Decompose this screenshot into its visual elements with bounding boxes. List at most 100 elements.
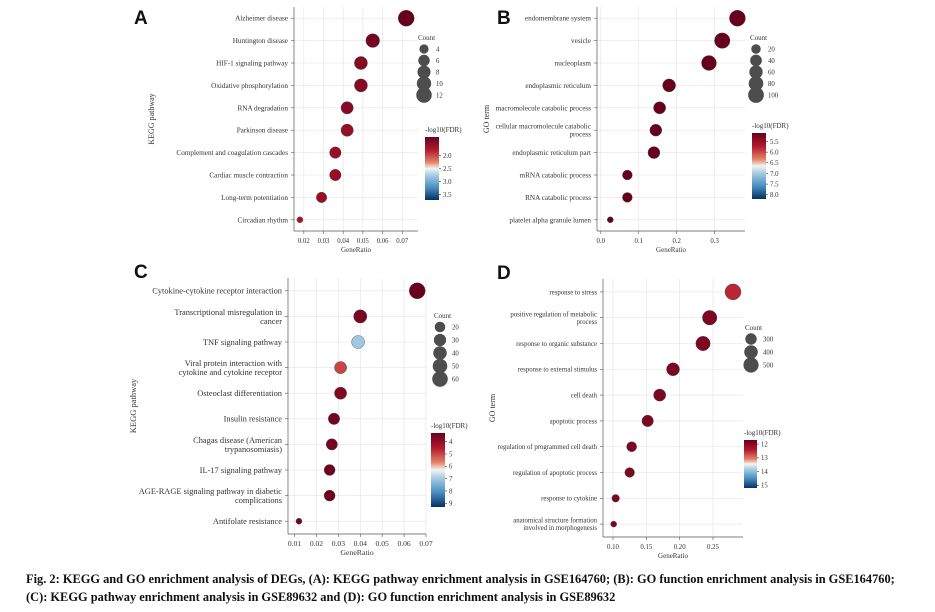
x-tick-label: 0.1 <box>634 238 643 245</box>
count-legend-label: 8 <box>436 69 440 76</box>
y-tick-label-line: vesicle <box>571 37 591 45</box>
data-point <box>323 464 336 476</box>
color-bar-label: 7.0 <box>770 171 779 178</box>
data-point <box>340 101 354 115</box>
data-point <box>334 361 347 374</box>
y-tick-label-line: Complement and coagulation cascades <box>176 149 288 157</box>
y-tick-label-line: cancer <box>260 317 282 326</box>
panel-letter-b: B <box>497 8 511 29</box>
y-tick-label-line: endoplasmic reticulum <box>525 82 591 90</box>
x-tick-label: 0.04 <box>337 238 349 245</box>
y-tick-label: RNA degradation <box>237 104 288 112</box>
y-tick-label: endoplasmic reticulum <box>525 82 591 90</box>
y-tick-label: cellular macromolecule catabolic process <box>496 123 592 139</box>
y-tick-label-line: Cytokine-cytokine receptor interaction <box>152 287 283 296</box>
x-tick-label: 0.04 <box>354 539 367 548</box>
data-point <box>611 494 620 503</box>
data-point <box>653 101 666 115</box>
y-tick-label-line: IL-17 signaling pathway <box>200 466 283 475</box>
color-bar-label: 9 <box>449 501 453 508</box>
y-tick-label: cell death <box>571 392 598 399</box>
y-tick-label: Circadian rhythm <box>238 216 289 224</box>
y-tick-label-line: nucleoplasm <box>555 60 592 68</box>
count-legend-circle <box>743 357 759 373</box>
y-tick-label-line: response to organic substance <box>516 341 597 348</box>
y-tick-label-line: Parkinson disease <box>237 127 288 135</box>
y-tick-label: endomembrane system <box>525 15 591 23</box>
x-tick-label: 0.20 <box>674 544 686 551</box>
y-tick-label: Transcriptional misregulation in cancer <box>174 308 282 326</box>
count-legend-label: 10 <box>436 81 443 88</box>
count-legend-circle <box>434 321 446 333</box>
count-legend-label: 4 <box>436 46 440 53</box>
y-tick-label: Long-term potentiation <box>221 194 288 202</box>
data-point <box>666 362 680 376</box>
data-point <box>607 216 614 224</box>
y-tick-label-line: positive regulation of metabolic <box>510 311 597 318</box>
y-tick-label: TNF signaling pathway <box>203 338 283 347</box>
count-legend-label: 6 <box>436 58 440 65</box>
y-tick-label-line: Cardiac muscle contraction <box>209 172 288 180</box>
y-axis-title: GO term <box>482 104 491 133</box>
y-tick-label-line: Antifolate resistance <box>213 517 282 526</box>
y-tick-label: regulation of programmed cell death <box>498 444 598 451</box>
count-legend-circle <box>432 371 448 387</box>
count-legend-circle <box>433 346 447 360</box>
y-tick-label-line: endoplasmic reticulum part <box>512 149 591 157</box>
data-point <box>622 192 633 203</box>
count-legend-label: 400 <box>763 349 774 356</box>
y-tick-label: HIF-1 signaling pathway <box>216 60 288 68</box>
count-legend-title: Count <box>745 324 762 332</box>
y-tick-label: Insulin resistance <box>224 415 283 424</box>
y-tick-label-line: apoptotic process <box>550 418 598 425</box>
y-tick-label: Antifolate resistance <box>213 517 282 526</box>
y-tick-label-line: TNF signaling pathway <box>203 338 283 347</box>
count-legend-label: 30 <box>452 337 459 344</box>
count-legend-label: 500 <box>763 362 774 369</box>
y-tick-label-line: AGE-RAGE signaling pathway in diabetic <box>139 487 283 496</box>
data-point <box>714 32 731 49</box>
y-tick-label: vesicle <box>571 37 591 45</box>
count-legend-circle <box>433 333 447 347</box>
y-tick-label: Viral protein interaction with cytokine a… <box>179 359 283 377</box>
color-bar <box>431 433 445 507</box>
y-tick-label: positive regulation of metabolic process <box>510 311 597 326</box>
count-legend-label: 80 <box>768 81 775 88</box>
data-point <box>354 56 368 70</box>
data-point <box>329 146 342 159</box>
color-bar-label: 2.5 <box>443 166 452 173</box>
y-tick-label: platelet alpha granule lumen <box>509 216 591 224</box>
panel-letter-a: A <box>134 8 148 29</box>
y-tick-label: AGE-RAGE signaling pathway in diabetic co… <box>139 487 283 505</box>
color-bar <box>744 440 757 488</box>
x-tick-label: 0.03 <box>332 539 345 548</box>
data-point <box>323 489 336 502</box>
y-tick-label: RNA catabolic process <box>525 194 591 202</box>
color-legend-title: -log10(FDR) <box>431 422 468 430</box>
color-bar-label: 8.0 <box>770 192 779 199</box>
color-bar-label: 14 <box>761 469 768 476</box>
x-tick-label: 0.06 <box>397 539 410 548</box>
y-tick-label: apoptotic process <box>550 418 598 425</box>
y-tick-label-line: complications <box>235 496 282 505</box>
data-point <box>626 441 637 452</box>
data-point <box>296 216 304 224</box>
color-bar-label: 13 <box>761 455 768 462</box>
y-tick-label-line: Oxidative phosphorylation <box>211 82 288 90</box>
data-point <box>365 33 380 48</box>
color-bar-label: 4 <box>449 439 453 446</box>
data-point <box>649 124 662 137</box>
data-point <box>647 146 661 159</box>
data-point <box>624 467 635 478</box>
color-legend-a: -log10(FDR) 2.0 2.5 3.0 3.5 <box>425 126 462 200</box>
count-legend-label: 20 <box>452 324 459 331</box>
y-tick-label: IL-17 signaling pathway <box>200 466 283 475</box>
count-legend-title: Count <box>434 312 451 320</box>
y-tick-label-line: response to stress <box>549 289 597 296</box>
x-tick-label: 0.15 <box>640 544 652 551</box>
x-tick-label: 0.05 <box>376 539 389 548</box>
count-legend-label: 60 <box>768 69 775 76</box>
